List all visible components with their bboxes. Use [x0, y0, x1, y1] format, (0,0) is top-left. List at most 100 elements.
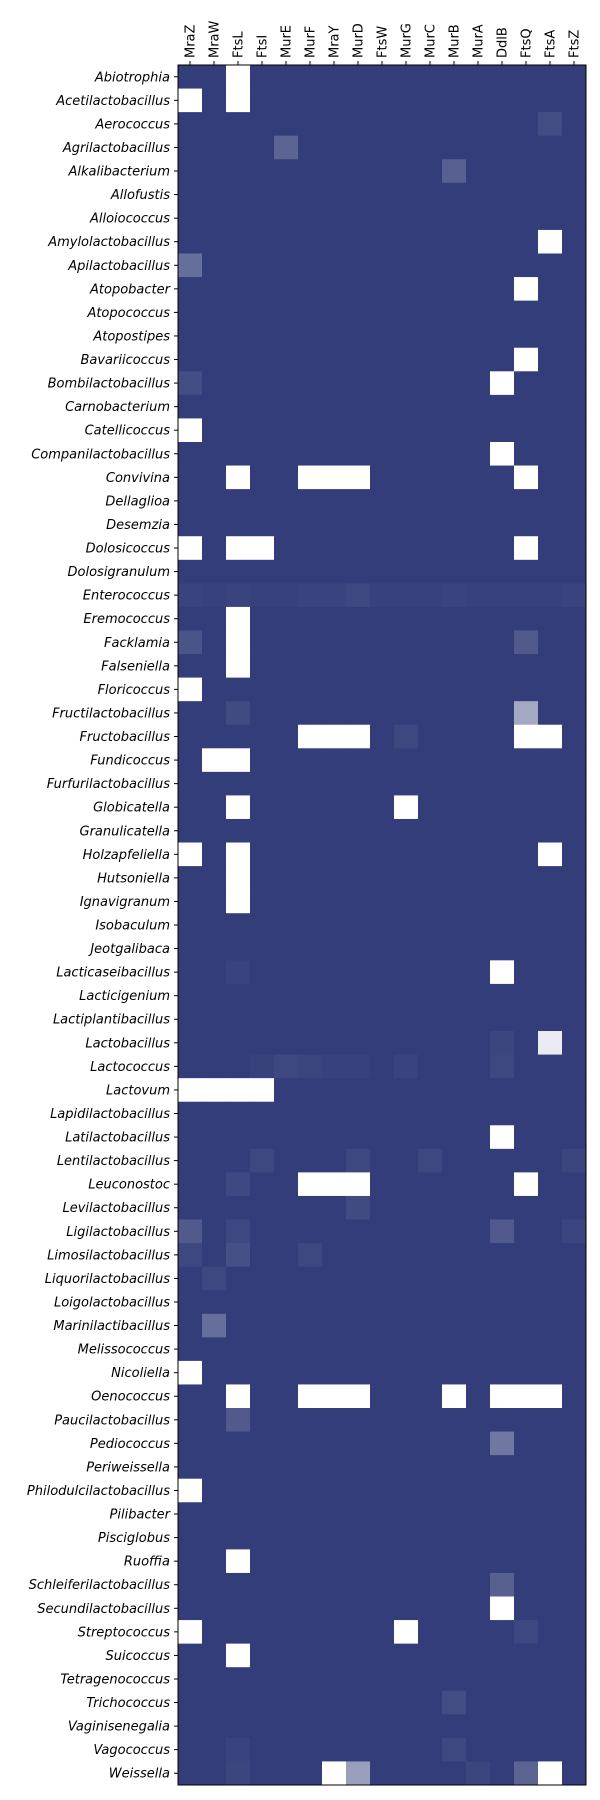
- heatmap-cell: [202, 371, 227, 396]
- heatmap-cell: [298, 795, 323, 820]
- heatmap-cell: [202, 1690, 227, 1715]
- heatmap-cell: [466, 1478, 491, 1503]
- heatmap-cell: [490, 1737, 515, 1762]
- heatmap-cell: [202, 1054, 227, 1079]
- heatmap-cell: [250, 654, 275, 679]
- heatmap-cell: [370, 277, 395, 302]
- heatmap-cell: [370, 724, 395, 749]
- heatmap-cell: [370, 1620, 395, 1645]
- heatmap-cell: [418, 960, 443, 985]
- heatmap-cell: [442, 536, 467, 561]
- heatmap-cell: [274, 1054, 299, 1079]
- heatmap-cell: [178, 1219, 203, 1244]
- heatmap-cell: [442, 1243, 467, 1268]
- heatmap-cell: [178, 701, 203, 726]
- heatmap-cell: [202, 65, 227, 89]
- heatmap-cell: [298, 1360, 323, 1385]
- heatmap-cell: [562, 1337, 587, 1362]
- heatmap-cell: [322, 465, 347, 490]
- x-tick-label: FtsQ: [520, 28, 535, 58]
- heatmap-cell: [394, 724, 419, 749]
- heatmap-cell: [418, 818, 443, 843]
- y-tick-label: Atopococcus: [86, 306, 170, 321]
- y-tick-label: Levilactobacillus: [62, 1201, 170, 1216]
- heatmap-cell: [562, 182, 587, 207]
- heatmap-cell: [370, 1313, 395, 1338]
- heatmap-cell: [370, 677, 395, 702]
- heatmap-cell: [490, 465, 515, 490]
- y-tick-label: Granulicatella: [80, 824, 171, 839]
- heatmap-cell: [274, 913, 299, 938]
- heatmap-cell: [490, 229, 515, 254]
- heatmap-cell: [202, 512, 227, 537]
- heatmap-cell: [226, 606, 251, 631]
- heatmap-cell: [298, 65, 323, 89]
- heatmap-cell: [298, 1643, 323, 1668]
- heatmap-cell: [490, 1714, 515, 1739]
- heatmap-cell: [274, 88, 299, 113]
- heatmap-cell: [202, 1620, 227, 1645]
- heatmap-cell: [394, 1525, 419, 1550]
- heatmap-cell: [346, 1078, 371, 1103]
- heatmap-cell: [538, 300, 563, 325]
- heatmap-cell: [466, 654, 491, 679]
- heatmap-cell: [370, 1384, 395, 1409]
- heatmap-cell: [442, 300, 467, 325]
- heatmap-cell: [226, 913, 251, 938]
- heatmap-cell: [274, 1408, 299, 1432]
- heatmap-cell: [202, 842, 227, 867]
- heatmap-cell: [490, 371, 515, 396]
- heatmap-cell: [322, 1643, 347, 1668]
- heatmap-cell: [178, 1455, 203, 1480]
- heatmap-cell: [274, 1290, 299, 1315]
- heatmap-cell: [466, 630, 491, 655]
- heatmap-cell: [562, 748, 587, 773]
- heatmap-cell: [178, 630, 203, 655]
- heatmap-cell: [274, 1313, 299, 1338]
- heatmap-cell: [442, 277, 467, 302]
- heatmap-cell: [178, 1101, 203, 1126]
- heatmap-cell: [322, 1313, 347, 1338]
- heatmap-cell: [514, 253, 539, 278]
- heatmap-cell: [514, 818, 539, 843]
- heatmap-cell: [418, 1478, 443, 1503]
- heatmap-cell: [250, 1431, 275, 1456]
- heatmap-cell: [322, 630, 347, 655]
- heatmap-cell: [202, 1031, 227, 1055]
- heatmap-cell: [298, 1408, 323, 1432]
- heatmap-cell: [538, 135, 563, 160]
- heatmap-cell: [346, 583, 371, 608]
- heatmap-cell: [202, 1408, 227, 1432]
- heatmap-cell: [346, 1148, 371, 1173]
- heatmap-cell: [346, 960, 371, 985]
- heatmap-cell: [394, 936, 419, 961]
- heatmap-cell: [346, 1761, 371, 1786]
- heatmap-cell: [178, 654, 203, 679]
- heatmap-cell: [322, 559, 347, 584]
- heatmap-cell: [514, 1643, 539, 1668]
- heatmap-cell: [490, 1007, 515, 1032]
- heatmap-cell: [226, 842, 251, 867]
- heatmap-cell: [418, 1219, 443, 1244]
- heatmap-cell: [466, 583, 491, 608]
- y-tick-label: Paucilactobacillus: [54, 1413, 170, 1428]
- heatmap-cell: [394, 559, 419, 584]
- heatmap-cell: [346, 1219, 371, 1244]
- heatmap-cell: [466, 677, 491, 702]
- heatmap-cell: [442, 253, 467, 278]
- heatmap-cell: [466, 300, 491, 325]
- heatmap-cell: [562, 889, 587, 914]
- y-tick-label: Agrilactobacillus: [62, 141, 170, 156]
- heatmap-cell: [418, 441, 443, 466]
- heatmap-cell: [466, 1596, 491, 1621]
- heatmap-cell: [538, 983, 563, 1008]
- heatmap-cell: [490, 748, 515, 773]
- heatmap-cell: [226, 1643, 251, 1668]
- heatmap-cell: [250, 347, 275, 372]
- heatmap-cell: [418, 1737, 443, 1762]
- x-tick-label: MraZ: [184, 24, 199, 58]
- heatmap-cell: [202, 701, 227, 726]
- heatmap-cell: [514, 1572, 539, 1597]
- heatmap-cell: [466, 1408, 491, 1432]
- heatmap-cell: [250, 913, 275, 938]
